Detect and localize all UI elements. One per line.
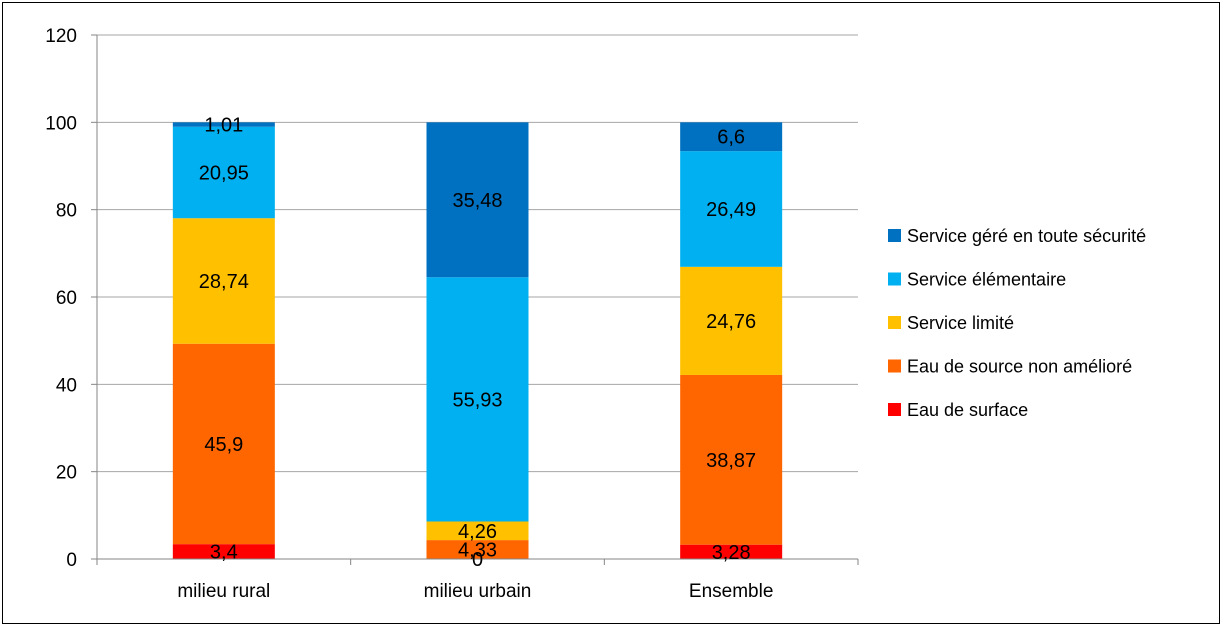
x-tick-label: Ensemble [689, 581, 774, 602]
y-tick-label: 20 [56, 463, 77, 484]
data-label-ensemble-eau-de-source-non-ameliore: 38,87 [706, 450, 756, 472]
data-label-milieu-rural-service-limite: 28,74 [199, 271, 249, 293]
data-label-milieu-rural-service-gere-en-toute-securite: 1,01 [204, 115, 243, 137]
legend-item-service-gere-en-toute-securite: Service géré en toute sécurité [888, 226, 1146, 246]
data-label-milieu-rural-eau-de-source-non-ameliore: 45,9 [204, 434, 243, 456]
y-tick-label: 80 [56, 201, 77, 222]
data-label-milieu-urbain-service-elementaire: 55,93 [452, 389, 502, 411]
y-tick-label: 0 [66, 550, 77, 571]
data-label-milieu-rural-service-elementaire: 20,95 [199, 162, 249, 184]
bar-milieu-urbain-service-gere-en-toute-securite [426, 122, 529, 278]
bar-milieu-rural-eau-de-source-non-ameliore [172, 343, 275, 545]
bar-ensemble-eau-de-source-non-ameliore [680, 374, 783, 545]
x-tick-label: milieu rural [177, 581, 270, 602]
bars [172, 122, 783, 559]
legend-swatch [888, 229, 901, 242]
legend-item-service-limite: Service limité [888, 313, 1014, 333]
y-tick-label: 40 [56, 375, 77, 396]
legend: Service géré en toute sécurité Service él… [888, 226, 1146, 420]
y-tick-label: 100 [45, 113, 77, 134]
legend-label: Eau de source non amélioré [907, 357, 1132, 377]
data-label-ensemble-service-gere-en-toute-securite: 6,6 [717, 127, 745, 149]
legend-swatch [888, 272, 901, 286]
bar-milieu-rural-service-elementaire [172, 126, 275, 219]
bar-milieu-rural-service-gere-en-toute-securite [172, 122, 275, 127]
bar-ensemble-service-elementaire [680, 151, 783, 267]
bar-milieu-urbain-service-elementaire [426, 277, 529, 522]
y-tick-label: 120 [45, 26, 77, 47]
data-label-milieu-urbain-service-gere-en-toute-securite: 35,48 [452, 190, 502, 212]
bar-milieu-rural-service-limite [172, 218, 275, 344]
legend-item-service-elementaire: Service élémentaire [888, 270, 1066, 290]
data-label-ensemble-eau-de-surface: 3,28 [712, 542, 751, 564]
y-tick-labels: 0 20 40 60 80 100 120 [45, 26, 77, 571]
legend-label: Service élémentaire [907, 270, 1066, 290]
data-label-milieu-urbain-eau-de-source-non-ameliore: 4,33 [458, 540, 497, 562]
bar-ensemble-eau-de-surface [680, 544, 783, 559]
legend-swatch [888, 316, 901, 329]
bar-milieu-urbain-service-limite [426, 521, 529, 541]
x-tick-label: milieu urbain [424, 581, 532, 602]
legend-label: Service limité [907, 313, 1014, 333]
bar-ensemble-service-gere-en-toute-securite [680, 122, 783, 152]
axes [91, 34, 859, 565]
bar-milieu-rural-eau-de-surface [172, 544, 275, 559]
x-tick-labels: milieu rural milieu urbain Ensemble [177, 581, 773, 602]
legend-swatch [888, 359, 901, 373]
bar-ensemble-service-limite [680, 266, 783, 375]
data-label-ensemble-service-elementaire: 26,49 [706, 199, 756, 221]
bar-milieu-urbain-eau-de-source-non-ameliore [426, 540, 529, 559]
legend-item-eau-de-surface: Eau de surface [888, 400, 1028, 420]
data-label-milieu-urbain-service-limite: 4,26 [458, 521, 497, 543]
y-tick-label: 60 [56, 288, 77, 309]
legend-swatch [888, 403, 901, 416]
legend-label: Eau de surface [907, 400, 1028, 420]
data-label-milieu-urbain-eau-de-surface: 0 [472, 549, 483, 571]
data-labels: 3,4 45,9 28,74 20,95 1,01 04,334,26 55,93 35,48… [199, 115, 756, 571]
data-label-ensemble-service-limite: 24,76 [706, 311, 756, 333]
legend-label: Service géré en toute sécurité [907, 226, 1146, 246]
data-label-milieu-rural-eau-de-surface: 3,4 [210, 542, 238, 564]
legend-item-eau-de-source-non-ameliore: Eau de source non amélioré [888, 357, 1132, 377]
